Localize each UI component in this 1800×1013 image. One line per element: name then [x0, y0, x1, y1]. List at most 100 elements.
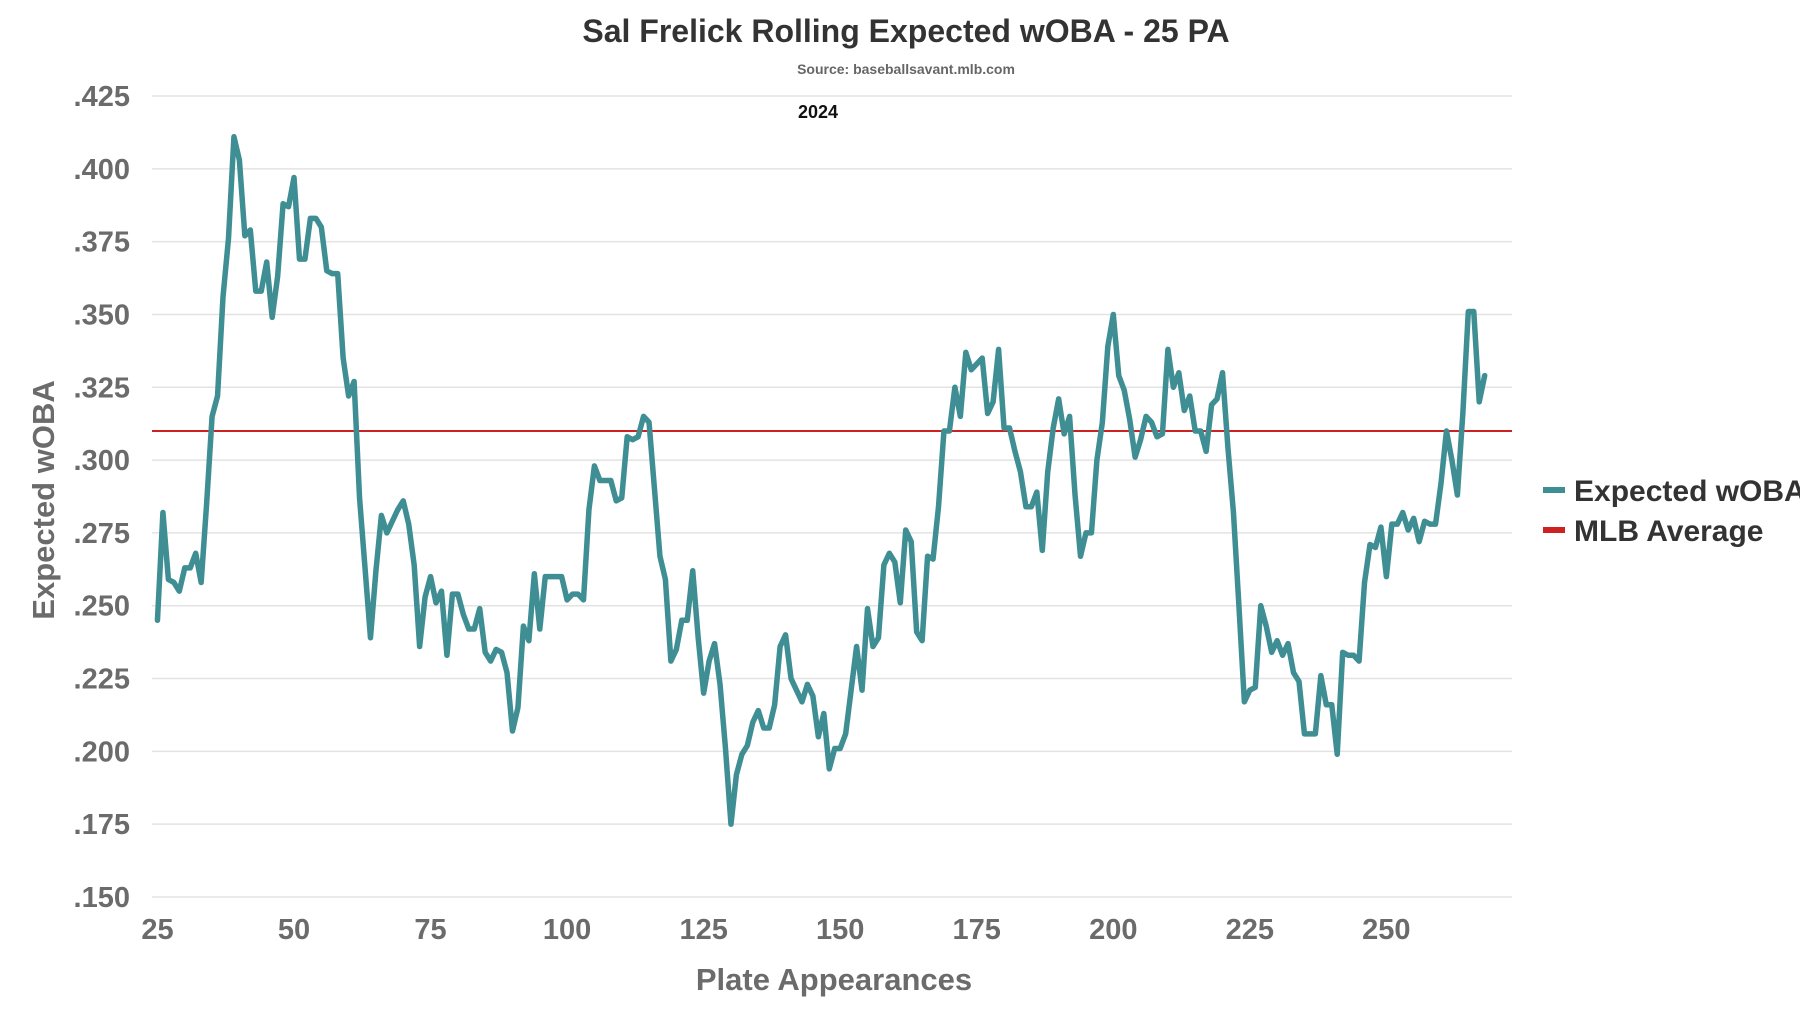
data-point [909, 539, 914, 544]
data-point [215, 394, 220, 399]
data-point [461, 612, 466, 617]
data-point [718, 682, 723, 687]
data-point [1247, 688, 1252, 693]
y-tick-label: .300 [74, 445, 130, 477]
data-point [363, 565, 368, 570]
y-axis-ticks: .150 .175 .200 .225 .250 .275 .300 .325 .350 .375… [74, 81, 130, 914]
data-point [395, 507, 400, 512]
data-point [275, 274, 280, 279]
x-tick-label: 250 [1362, 914, 1410, 946]
data-point [1187, 394, 1192, 399]
data-point [739, 752, 744, 757]
data-point [920, 638, 925, 643]
gridlines [152, 95, 1512, 898]
x-tick-label: 125 [679, 914, 727, 946]
data-point [1428, 522, 1433, 527]
data-point [696, 635, 701, 640]
data-point [368, 635, 373, 640]
data-point [1220, 370, 1225, 375]
data-point [1073, 493, 1078, 498]
y-axis-label: Expected wOBA [26, 380, 61, 619]
data-point [505, 670, 510, 675]
data-point [652, 487, 657, 492]
data-point [1340, 650, 1345, 655]
data-point [537, 627, 542, 632]
data-point [1062, 431, 1067, 436]
chart-subtitle: Source: baseballsavant.mlb.com [797, 61, 1015, 77]
data-point [1373, 545, 1378, 550]
data-point [1176, 370, 1181, 375]
data-point [1439, 481, 1444, 486]
data-point [193, 551, 198, 556]
y-tick-label: .425 [74, 81, 130, 113]
data-point [324, 268, 329, 273]
y-tick-label: .250 [74, 591, 130, 623]
data-point [259, 289, 264, 294]
data-point [810, 694, 815, 699]
data-point [160, 510, 165, 515]
data-point [985, 411, 990, 416]
data-point [1362, 580, 1367, 585]
data-point [177, 589, 182, 594]
data-point [330, 271, 335, 276]
data-point [373, 568, 378, 573]
data-point [417, 644, 422, 649]
data-point [1460, 411, 1465, 416]
data-point [723, 746, 728, 751]
data-point [281, 201, 286, 206]
data-point [1258, 603, 1263, 608]
data-point [231, 134, 236, 139]
data-point [772, 702, 777, 707]
x-tick-label: 150 [816, 914, 864, 946]
data-point [794, 688, 799, 693]
y-tick-label: .150 [74, 882, 130, 914]
data-point [1012, 449, 1017, 454]
data-point [341, 356, 346, 361]
data-point [991, 399, 996, 404]
data-point [1417, 539, 1422, 544]
data-point [499, 650, 504, 655]
data-point [308, 216, 313, 221]
data-point [630, 437, 635, 442]
x-axis-label: Plate Appearances [696, 962, 972, 997]
data-point [603, 478, 608, 483]
data-point [210, 414, 215, 419]
data-point [466, 627, 471, 632]
data-point [636, 434, 641, 439]
data-point [1149, 420, 1154, 425]
data-point [1204, 449, 1209, 454]
data-point [428, 574, 433, 579]
data-point [876, 635, 881, 640]
data-point [1471, 309, 1476, 314]
data-point [1264, 624, 1269, 629]
data-point [570, 592, 575, 597]
data-point [384, 530, 389, 535]
legend-swatch-mlb-average [1543, 527, 1565, 533]
data-point [488, 659, 493, 664]
data-point [996, 347, 1001, 352]
data-point [1275, 638, 1280, 643]
data-point [663, 577, 668, 582]
data-point [1160, 431, 1165, 436]
data-point [789, 676, 794, 681]
data-point [1144, 414, 1149, 419]
data-point [297, 257, 302, 262]
chart-title: Sal Frelick Rolling Expected wOBA - 25 P… [582, 13, 1229, 49]
data-point [1067, 414, 1072, 419]
data-point [565, 597, 570, 602]
data-point [264, 260, 269, 265]
data-point [674, 647, 679, 652]
data-point [1280, 653, 1285, 658]
y-tick-label: .325 [74, 372, 130, 404]
data-point [412, 562, 417, 567]
data-point [1122, 388, 1127, 393]
data-point [494, 647, 499, 652]
data-point [1154, 434, 1159, 439]
data-point [685, 618, 690, 623]
data-point [1083, 530, 1088, 535]
data-point [592, 463, 597, 468]
data-point [532, 571, 537, 576]
data-point [1395, 522, 1400, 527]
data-point [958, 414, 963, 419]
